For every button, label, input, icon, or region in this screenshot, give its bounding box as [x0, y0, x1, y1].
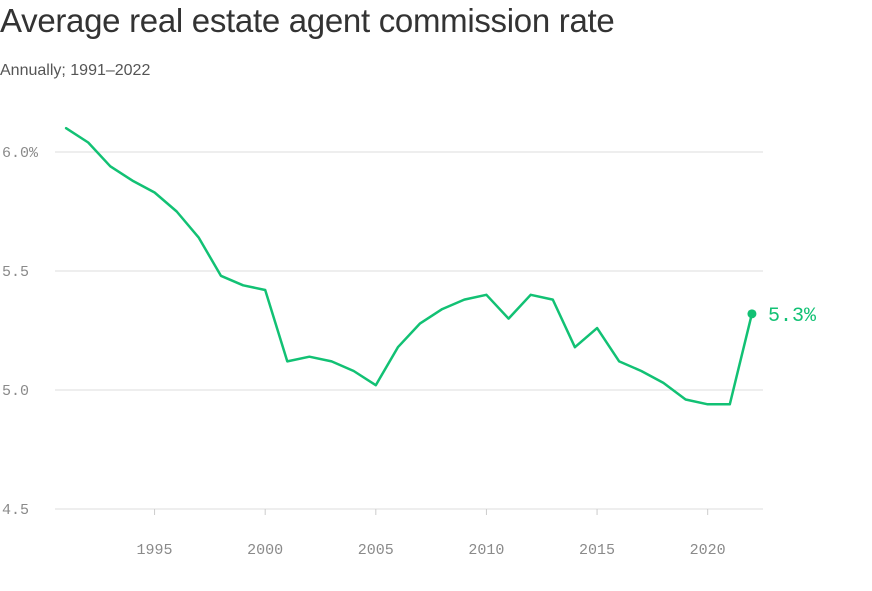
- x-tick-label: 2000: [247, 542, 283, 559]
- x-tick-label: 2015: [579, 542, 615, 559]
- series-layer: 5.3%: [64, 126, 817, 406]
- y-tick-label: 5.0: [2, 383, 29, 400]
- x-tick-label: 2005: [358, 542, 394, 559]
- y-axis-tick-labels: 6.0% 5.5 5.0 4.5: [2, 145, 39, 519]
- end-value-label: 5.3%: [768, 305, 817, 328]
- end-point-marker: [747, 309, 757, 319]
- y-tick-label: 6.0%: [2, 145, 39, 162]
- x-axis-tick-labels: 1995 2000 2005 2010 2015 2020: [137, 509, 726, 559]
- y-tick-label: 4.5: [2, 502, 29, 519]
- chart-title: Average real estate agent commission rat…: [0, 2, 615, 39]
- chart-subtitle: Annually; 1991–2022: [0, 62, 151, 79]
- y-tick-label: 5.5: [2, 264, 29, 281]
- x-tick-label: 1995: [137, 542, 173, 559]
- series-line: [64, 126, 754, 406]
- gridlines: [55, 151, 763, 510]
- x-tick-label: 2020: [690, 542, 726, 559]
- x-tick-label: 2010: [468, 542, 504, 559]
